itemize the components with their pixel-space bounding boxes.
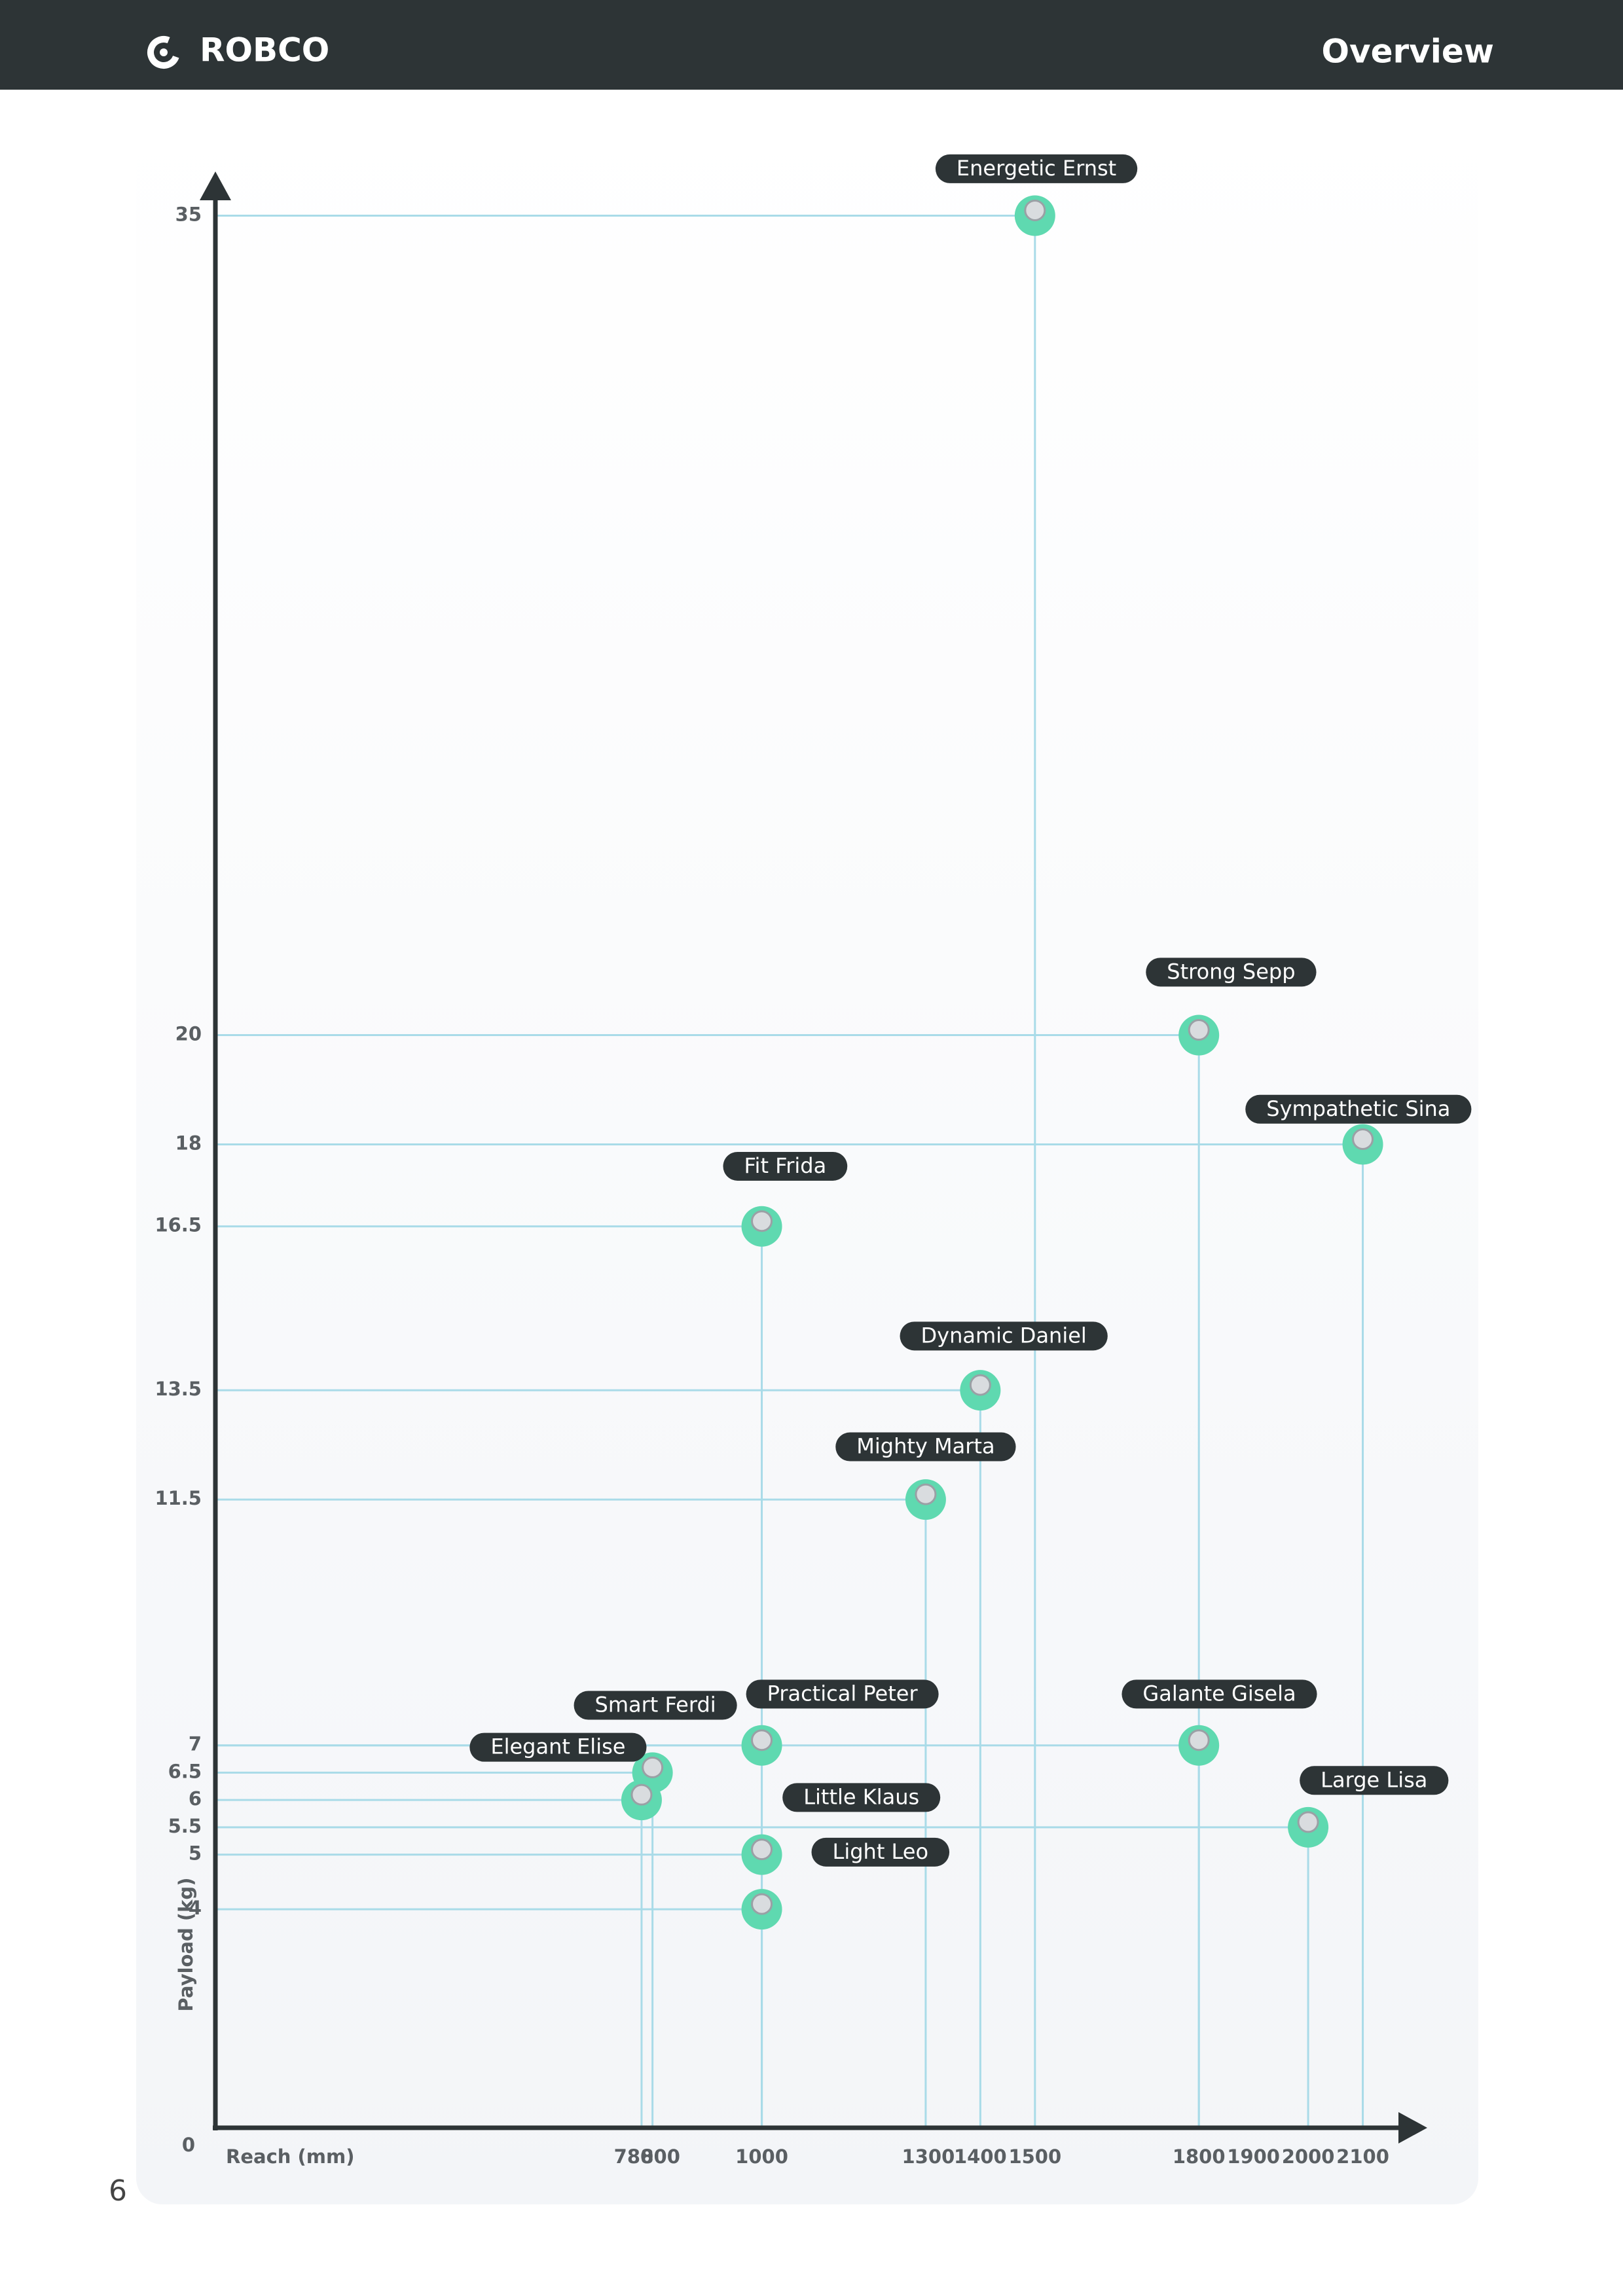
x-tick-label: 1500 — [1008, 2145, 1061, 2168]
robot-base — [642, 1756, 664, 1778]
header-bar — [0, 0, 1623, 90]
x-tick-label: 2100 — [1336, 2145, 1389, 2168]
y-axis-arrow — [200, 171, 231, 200]
label-pill — [1122, 1679, 1317, 1709]
point-label-text: Large Lisa — [1321, 1767, 1427, 1792]
page-title: Overview — [1321, 33, 1494, 71]
y-tick-label: 6 — [189, 1787, 202, 1810]
point-label: Mighty Marta — [835, 1432, 1016, 1462]
label-pill — [835, 1432, 1016, 1462]
y-tick-label: 7 — [189, 1733, 202, 1755]
x-axis-label: Reach (mm) — [226, 2145, 354, 2168]
point-label-text: Energetic Ernst — [957, 156, 1116, 181]
guides — [215, 214, 1364, 2128]
point-label-text: Practical Peter — [767, 1681, 919, 1706]
label-pill — [746, 1679, 939, 1709]
x-tick-label: 780 — [614, 2145, 654, 2168]
label-pill — [574, 1691, 737, 1720]
y-tick-label: 13.5 — [155, 1378, 202, 1400]
y-tick-label: 0 — [182, 2134, 195, 2156]
point-label-text: Fit Frida — [744, 1153, 826, 1178]
point-label: Large Lisa — [1300, 1766, 1449, 1795]
y-tick-label: 4 — [189, 1897, 202, 1919]
x-tick-label: 1000 — [735, 2145, 788, 2168]
point-label-text: Elegant Elise — [490, 1734, 625, 1759]
point-label: Strong Sepp — [1146, 958, 1317, 987]
point-label: Elegant Elise — [469, 1732, 647, 1762]
label-pill — [469, 1732, 647, 1762]
point-label: Practical Peter — [746, 1679, 939, 1709]
point-label-text: Dynamic Daniel — [921, 1323, 1087, 1348]
robot-base — [751, 1839, 773, 1861]
robot-base — [969, 1374, 991, 1396]
robot-base — [1188, 1729, 1210, 1751]
point-label: Smart Ferdi — [574, 1691, 737, 1720]
point-label-text: Light Leo — [833, 1839, 929, 1864]
robot-base — [915, 1483, 937, 1505]
x-tick-label: 1800 — [1173, 2145, 1226, 2168]
x-tick-label: 800 — [640, 2145, 680, 2168]
y-tick-label: 5.5 — [168, 1815, 202, 1837]
point-label-text: Strong Sepp — [1167, 959, 1295, 984]
y-tick-label: 6.5 — [168, 1760, 202, 1782]
label-pill — [935, 154, 1138, 183]
label-pill — [811, 1837, 950, 1867]
point-label: Sympathetic Sina — [1245, 1094, 1472, 1124]
label-pill — [900, 1321, 1108, 1351]
x-tick-label: 1300 — [902, 2145, 955, 2168]
robot-base — [630, 1784, 653, 1806]
y-tick-label: 20 — [175, 1023, 202, 1045]
label-pill — [782, 1783, 941, 1812]
label-pill — [1245, 1094, 1472, 1124]
labels: Energetic Ernst Strong Sepp Sympathetic Si… — [469, 154, 1472, 1867]
y-tick-label: 35 — [175, 203, 202, 225]
robot-base — [1188, 1019, 1210, 1041]
point-label: Energetic Ernst — [935, 154, 1138, 183]
logo-icon — [147, 36, 180, 69]
label-pill — [1146, 958, 1317, 987]
point-label: Little Klaus — [782, 1783, 941, 1812]
y-tick-label: 5 — [189, 1842, 202, 1865]
brand: ROBCO — [200, 31, 329, 69]
robot-base — [1024, 199, 1046, 221]
robot-base — [751, 1729, 773, 1751]
robot-base — [1352, 1128, 1374, 1150]
x-tick-label: 1900 — [1227, 2145, 1280, 2168]
label-pill — [723, 1151, 848, 1181]
y-tick-label: 18 — [175, 1132, 202, 1155]
robot-base — [751, 1893, 773, 1915]
points — [621, 195, 1383, 1930]
robot-base — [751, 1210, 773, 1232]
point-label-text: Little Klaus — [803, 1784, 919, 1809]
point-label-text: Smart Ferdi — [595, 1693, 716, 1717]
page-number: 6 — [109, 2174, 127, 2208]
x-tick-label: 1400 — [954, 2145, 1007, 2168]
point-label: Galante Gisela — [1122, 1679, 1317, 1709]
point-label: Dynamic Daniel — [900, 1321, 1108, 1351]
point-label: Light Leo — [811, 1837, 950, 1867]
label-pill — [1300, 1766, 1449, 1795]
point-label-text: Galante Gisela — [1142, 1681, 1296, 1706]
robot-base — [1297, 1811, 1319, 1833]
y-tick-label: 11.5 — [155, 1487, 202, 1509]
x-axis-arrow — [1398, 2112, 1427, 2144]
y-axis-label: Payload (kg) — [175, 1878, 197, 2012]
y-tick-label: 16.5 — [155, 1214, 202, 1236]
point-label: Fit Frida — [723, 1151, 848, 1181]
point-label-text: Mighty Marta — [856, 1434, 994, 1459]
point-label-text: Sympathetic Sina — [1266, 1096, 1450, 1121]
x-tick-label: 2000 — [1282, 2145, 1335, 2168]
